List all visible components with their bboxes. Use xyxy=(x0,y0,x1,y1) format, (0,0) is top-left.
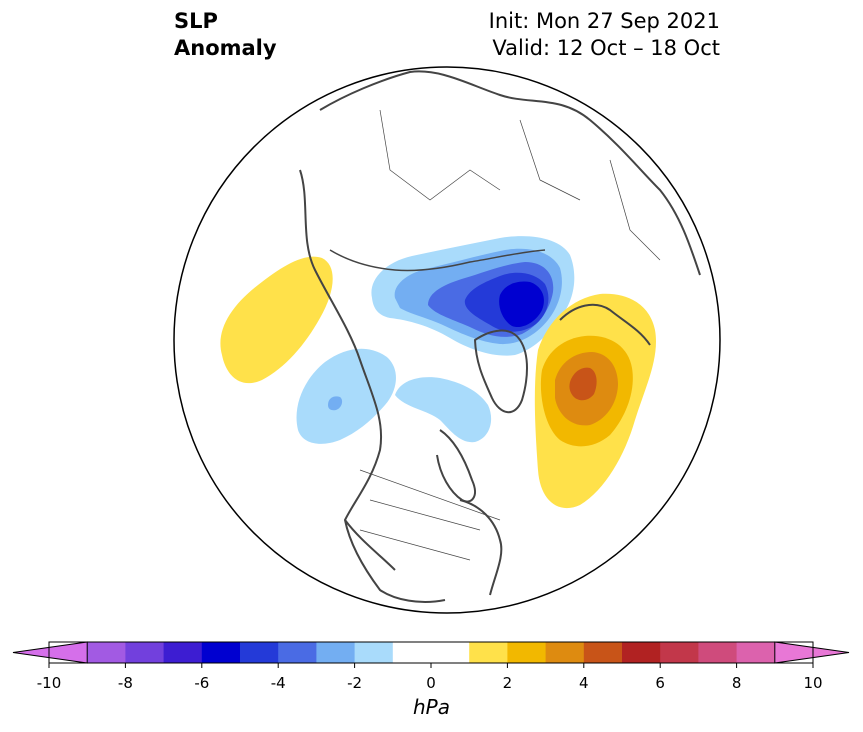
colorbar-tick-label: 4 xyxy=(579,674,589,692)
low-anomaly-europe xyxy=(371,236,575,356)
low-anomaly-alaska xyxy=(296,348,396,444)
init-time: Init: Mon 27 Sep 2021 xyxy=(488,9,720,33)
anomaly-contour-plus-1 xyxy=(220,256,333,384)
colorbar-tick-label: 0 xyxy=(426,674,436,692)
coastline-north-america xyxy=(299,169,446,603)
colorbar-swatch xyxy=(736,642,776,663)
colorbar-swatch xyxy=(392,642,432,663)
colorbar-swatch xyxy=(87,642,126,663)
colorbar-tick-label: -8 xyxy=(118,674,133,692)
map-title: SLP Anomaly xyxy=(174,8,277,62)
colorbar-swatch xyxy=(240,642,279,663)
colorbar-swatch xyxy=(545,642,585,663)
polar-map xyxy=(173,66,721,614)
valid-period: Valid: 12 Oct – 18 Oct xyxy=(492,36,720,60)
low-anomaly-canada xyxy=(395,377,492,443)
anomaly-contour-plus-4 xyxy=(569,367,597,401)
colorbar-swatch xyxy=(354,642,394,663)
colorbar-swatch xyxy=(163,642,203,663)
colorbar-tick-label: 8 xyxy=(732,674,742,692)
anomaly-contour-minus-5 xyxy=(499,281,544,328)
anomaly-contour-minus-2 xyxy=(328,396,343,411)
country-borders xyxy=(359,109,661,561)
coastline-siberia xyxy=(329,249,546,272)
colorbar-ticks: -10 -8 -6 -4 -2 0 2 4 6 8 10 xyxy=(37,663,823,692)
colorbar-swatch xyxy=(583,642,623,663)
title-line-2: Anomaly xyxy=(174,36,277,60)
colorbar-tick-label: 6 xyxy=(655,674,665,692)
colorbar-tick-label: -6 xyxy=(194,674,209,692)
colorbar-swatch xyxy=(698,642,738,663)
run-info: Init: Mon 27 Sep 2021 Valid: 12 Oct – 18… xyxy=(489,8,720,62)
anomaly-contour-minus-1 xyxy=(395,377,492,443)
coastline-greenland xyxy=(474,329,528,414)
colorbar-swatch xyxy=(201,642,241,663)
colorbar-swatch xyxy=(431,642,470,663)
colorbar-tick-label: 2 xyxy=(503,674,513,692)
colorbar-swatch xyxy=(316,642,356,663)
colorbar-tick-label: -2 xyxy=(347,674,362,692)
colorbar-swatch xyxy=(507,642,547,663)
coastlines xyxy=(299,70,701,603)
colorbar-tick-label: 10 xyxy=(803,674,822,692)
colorbar-swatch xyxy=(125,642,165,663)
high-anomaly-atlantic xyxy=(534,293,656,509)
title-line-1: SLP xyxy=(174,9,218,33)
map-boundary xyxy=(173,66,721,614)
colorbar-unit: hPa xyxy=(413,695,450,719)
colorbar-swatches xyxy=(12,641,850,664)
coastline-east-america xyxy=(459,499,503,596)
coastline-hudson-bay xyxy=(436,429,476,503)
colorbar-swatch xyxy=(469,642,508,663)
coastline-scandinavia xyxy=(559,303,651,346)
colorbar-swatch xyxy=(278,642,317,663)
anomaly-contour-minus-1 xyxy=(296,348,396,444)
colorbar-swatch xyxy=(660,642,699,663)
colorbar-swatch xyxy=(622,642,661,663)
colorbar-tick-label: -10 xyxy=(37,674,62,692)
colorbar-tick-label: -4 xyxy=(271,674,286,692)
colorbar-extend-min xyxy=(12,641,88,664)
colorbar-extend-max xyxy=(774,641,850,664)
coastline-eurasia xyxy=(319,70,701,276)
high-anomaly-pacific xyxy=(220,256,333,384)
